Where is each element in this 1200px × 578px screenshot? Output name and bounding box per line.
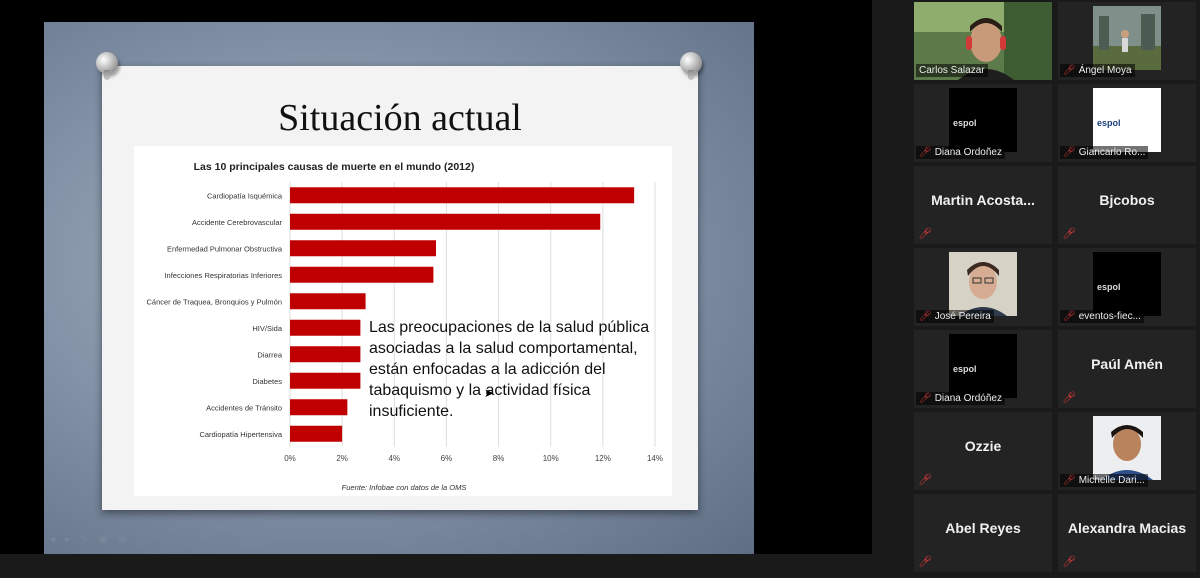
bar	[290, 319, 361, 336]
espol-logo-video: espol	[949, 334, 1017, 398]
muted-mic-icon: 🎤︎	[1063, 311, 1076, 322]
x-tick-label: 10%	[543, 454, 559, 463]
participant-name: Carlos Salazar	[916, 64, 988, 77]
participant-tile-paul-amen[interactable]: Paúl Amén 🎤︎	[1058, 330, 1196, 408]
muted-mic-icon: 🎤︎	[1062, 228, 1076, 240]
participant-name: 🎤︎ eventos-fiec...	[1060, 310, 1144, 323]
slide-overlay-text: Las preocupaciones de la salud pública a…	[369, 319, 650, 420]
muted-mic-icon: 🎤︎	[919, 147, 932, 158]
muted-mic-icon: 🎤︎	[1063, 475, 1076, 486]
muted-mic-icon: 🎤︎	[918, 474, 932, 486]
muted-mic-icon: 🎤︎	[918, 556, 932, 568]
participant-tile-abel-reyes[interactable]: Abel Reyes 🎤︎	[914, 494, 1052, 572]
participant-tile-martin-acosta[interactable]: Martin Acosta... 🎤︎	[914, 166, 1052, 244]
muted-mic-icon: 🎤︎	[1063, 147, 1076, 158]
bar	[290, 187, 635, 204]
category-label: HIV/Sida	[252, 324, 282, 333]
participant-display-name: Bjcobos	[1099, 192, 1155, 208]
participant-tile-michelle[interactable]: 🎤︎ Michelle Dari...	[1058, 412, 1196, 490]
participant-tile-jose-pereira[interactable]: 🎤︎ José Pereira	[914, 248, 1052, 326]
category-label: Diabetes	[252, 377, 282, 386]
participant-display-name: Alexandra Macias	[1067, 520, 1187, 536]
participant-tile-eventos-fiec[interactable]: espol 🎤︎ eventos-fiec...	[1058, 248, 1196, 326]
chart-canvas: Las 10 principales causas de muerte en e…	[147, 161, 664, 492]
participant-video	[1093, 6, 1161, 70]
participant-name: 🎤︎ Giancarlo Ro...	[1060, 146, 1149, 159]
bar	[290, 266, 434, 283]
bar	[290, 372, 361, 389]
bar	[290, 399, 348, 416]
muted-mic-icon: 🎤︎	[1063, 65, 1076, 76]
muted-mic-icon: 🎤︎	[919, 393, 932, 404]
participant-name: 🎤︎ Ángel Moya	[1060, 64, 1135, 77]
chart-title: Las 10 principales causas de muerte en e…	[194, 161, 475, 173]
participant-tile-carlos-salazar[interactable]: Carlos Salazar	[914, 2, 1052, 80]
pushpin-left-icon	[96, 52, 118, 80]
participant-tile-giancarlo[interactable]: espol 🎤︎ Giancarlo Ro...	[1058, 84, 1196, 162]
next-slide-icon[interactable]: ▸	[65, 534, 71, 545]
muted-mic-icon: 🎤︎	[1062, 556, 1076, 568]
muted-mic-icon: 🎤︎	[1062, 392, 1076, 404]
x-tick-label: 8%	[493, 454, 505, 463]
prev-slide-icon[interactable]: ◂	[50, 534, 56, 545]
participant-tile-alexandra-macias[interactable]: Alexandra Macias 🎤︎	[1058, 494, 1196, 572]
bar	[290, 213, 601, 230]
participant-display-name: Paúl Amén	[1091, 356, 1163, 372]
pushpin-right-icon	[680, 52, 702, 80]
espol-logo-video: espol	[949, 88, 1017, 152]
participant-name: 🎤︎ Diana Ordoñez	[916, 146, 1005, 159]
participant-name: 🎤︎ Michelle Dari...	[1060, 474, 1148, 487]
x-tick-label: 0%	[284, 454, 296, 463]
slide-controls: ◂ ▸ ✎ ▣ ⊕ ⋯	[50, 534, 146, 545]
x-tick-label: 12%	[595, 454, 611, 463]
category-label: Enfermedad Pulmonar Obstructiva	[167, 244, 283, 253]
participant-video	[949, 252, 1017, 316]
participant-tile-angel-moya[interactable]: 🎤︎ Ángel Moya	[1058, 2, 1196, 80]
participant-tile-bjcobos[interactable]: Bjcobos 🎤︎	[1058, 166, 1196, 244]
participant-display-name: Abel Reyes	[945, 520, 1021, 536]
participant-tile-diana-ordonez[interactable]: espol 🎤︎ Diana Ordoñez	[914, 84, 1052, 162]
slide-title: Situación actual	[278, 97, 522, 139]
participant-tile-diana-ordonez-2[interactable]: espol 🎤︎ Diana Ordóñez	[914, 330, 1052, 408]
bar	[290, 425, 343, 442]
bar	[290, 346, 361, 363]
bar	[290, 240, 436, 257]
category-label: Cardiopatía Hipertensiva	[199, 430, 282, 439]
muted-mic-icon: 🎤︎	[918, 228, 932, 240]
category-label: Accidentes de Tránsito	[206, 403, 282, 412]
participant-display-name: Martin Acosta...	[931, 192, 1035, 208]
x-tick-label: 2%	[336, 454, 348, 463]
x-tick-label: 14%	[647, 454, 663, 463]
category-label: Infecciones Respiratorias Inferiores	[164, 271, 282, 280]
participant-name: 🎤︎ José Pereira	[916, 310, 994, 323]
category-label: Cáncer de Traquea, Bronquios y Pulmón	[147, 297, 283, 306]
slides-grid-icon[interactable]: ▣	[98, 534, 108, 545]
x-tick-label: 6%	[441, 454, 453, 463]
mouse-cursor-icon: ➤	[484, 386, 495, 400]
chart-source: Fuente: Infobae con datos de la OMS	[342, 483, 467, 492]
espol-logo-video: espol	[1093, 252, 1161, 316]
bar	[290, 293, 366, 310]
category-label: Accidente Cerebrovascular	[192, 218, 283, 227]
x-tick-label: 4%	[389, 454, 401, 463]
participant-tile-ozzie[interactable]: Ozzie 🎤︎	[914, 412, 1052, 490]
more-options-icon[interactable]: ⋯	[136, 534, 147, 545]
participant-display-name: Ozzie	[964, 438, 1002, 454]
espol-logo-video: espol	[1093, 88, 1161, 152]
category-label: Cardiopatía Isquémica	[207, 191, 283, 200]
category-label: Diarrea	[257, 350, 282, 359]
zoom-icon[interactable]: ⊕	[117, 534, 127, 545]
bar-chart: Las 10 principales causas de muerte en e…	[134, 146, 672, 496]
participant-video	[1093, 416, 1161, 480]
muted-mic-icon: 🎤︎	[919, 311, 932, 322]
pen-icon[interactable]: ✎	[80, 534, 89, 545]
participant-name: 🎤︎ Diana Ordóñez	[916, 392, 1005, 405]
